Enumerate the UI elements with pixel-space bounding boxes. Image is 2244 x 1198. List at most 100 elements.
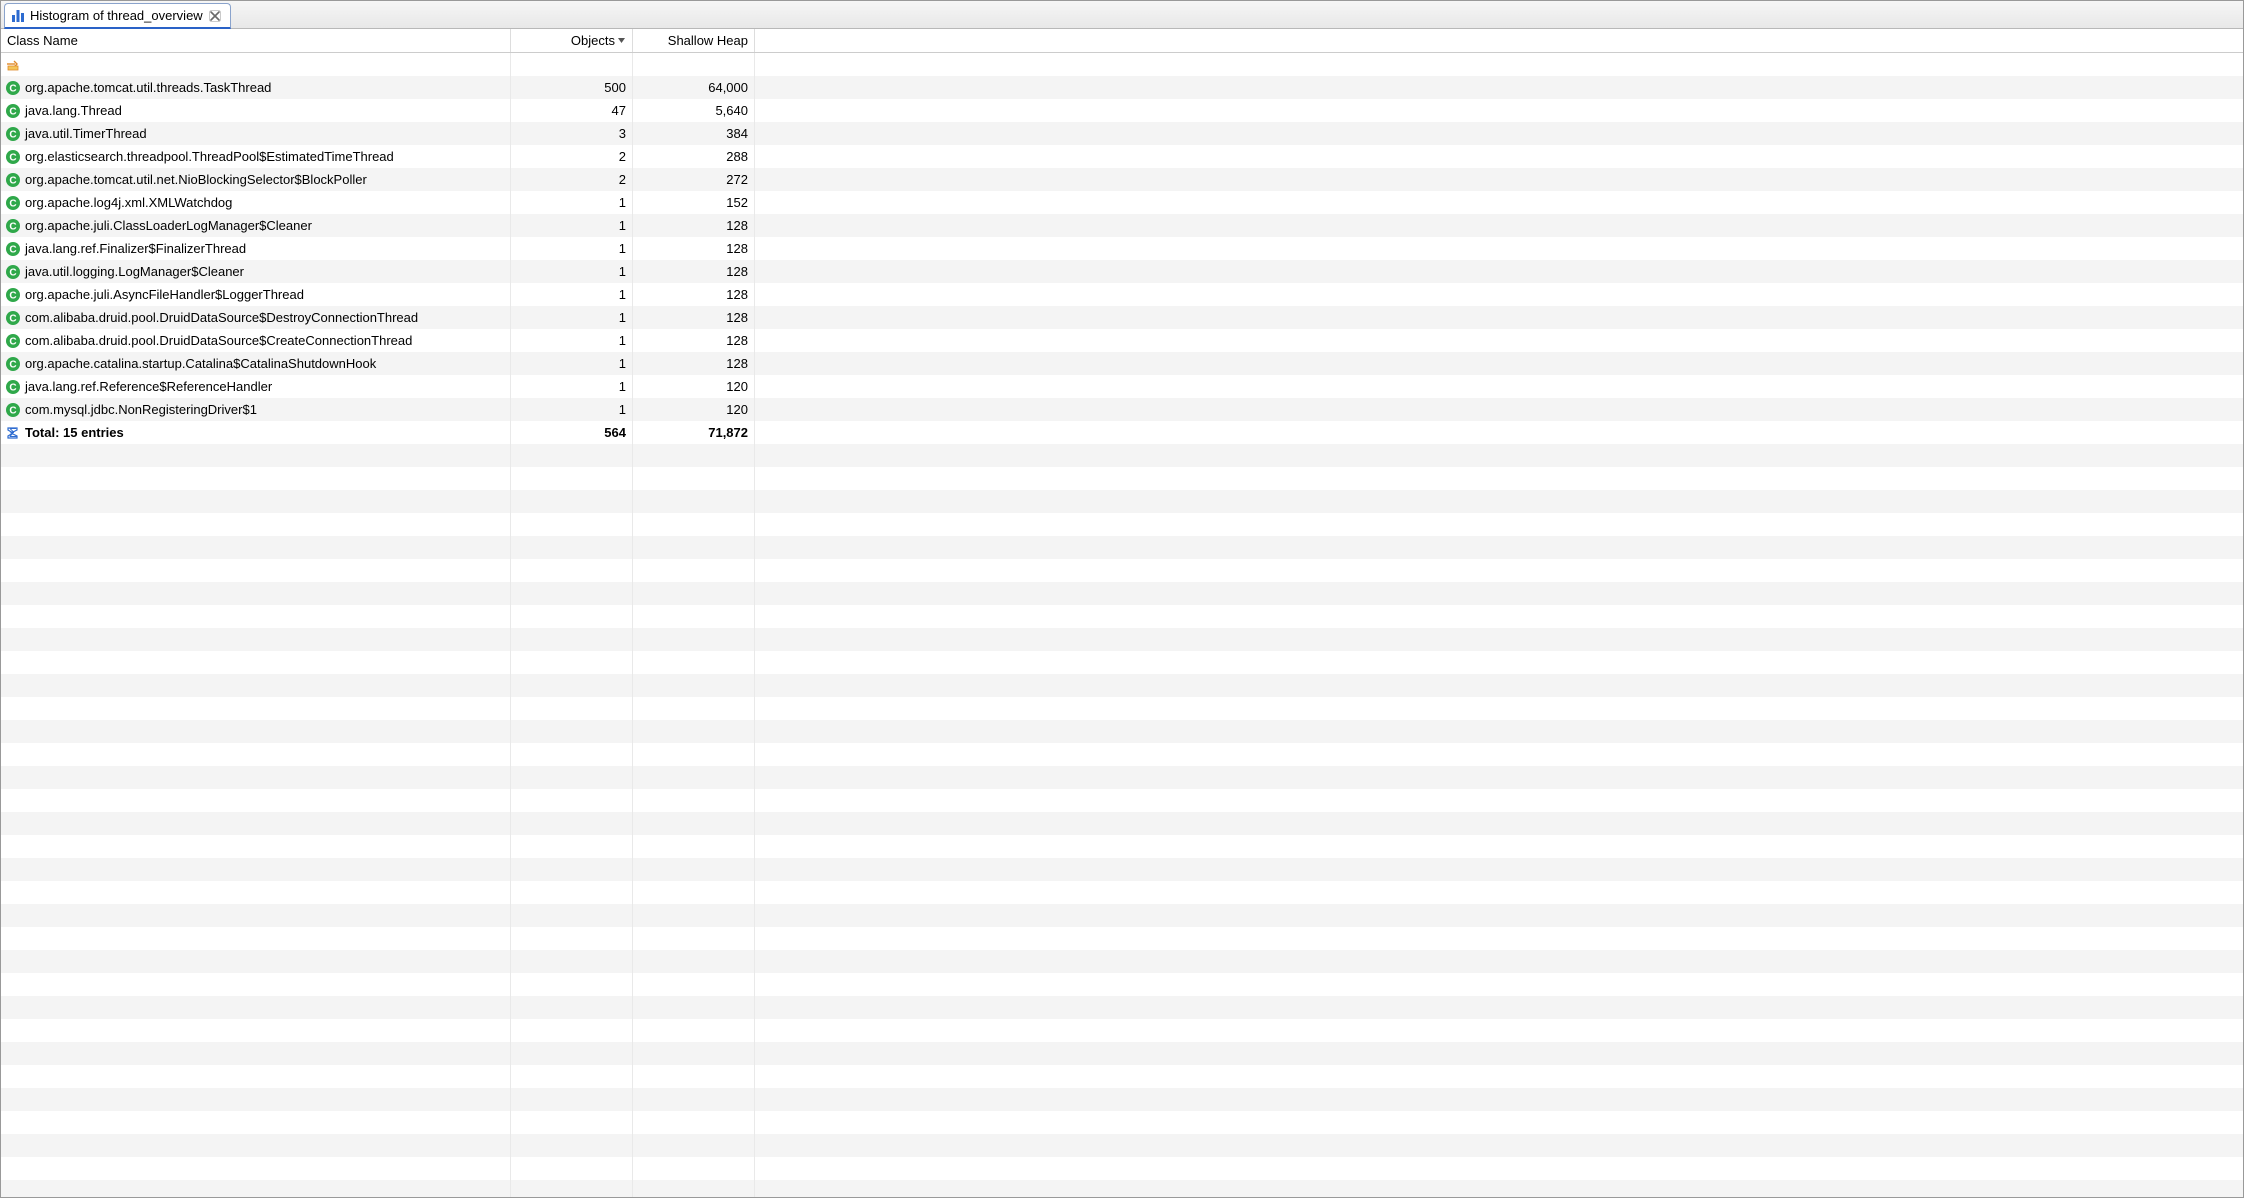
histogram-window: Histogram of thread_overview Class Name … [0,0,2244,1198]
empty-cell [755,1157,2243,1180]
column-header-class-name[interactable]: Class Name [1,29,511,52]
empty-cell [755,651,2243,674]
objects-cell: 1 [511,398,633,421]
table-row[interactable]: C org.apache.tomcat.util.net.NioBlocking… [1,168,2243,191]
empty-row [1,651,2243,674]
empty-cell [633,996,755,1019]
heap-cell: 152 [633,191,755,214]
class-icon: C [5,218,21,234]
objects-cell: 1 [511,375,633,398]
table-row[interactable]: C org.apache.juli.ClassLoaderLogManager$… [1,214,2243,237]
sigma-icon: Σ [5,425,21,441]
empty-cell [755,76,2243,99]
empty-cell [755,789,2243,812]
empty-cell [755,605,2243,628]
regex-filter-cell[interactable] [1,53,511,76]
svg-text:C: C [9,152,16,163]
column-label: Class Name [7,33,78,48]
empty-cell [511,1042,633,1065]
heap-cell: 128 [633,214,755,237]
total-row[interactable]: Σ Total: 15 entries 564 71,872 [1,421,2243,444]
tab-bar: Histogram of thread_overview [1,1,2243,29]
tab-close-button[interactable] [208,9,222,23]
table-row[interactable]: C java.lang.ref.Finalizer$FinalizerThrea… [1,237,2243,260]
class-icon: C [5,333,21,349]
empty-row [1,467,2243,490]
empty-cell [633,812,755,835]
empty-cell [1,674,511,697]
empty-cell [633,536,755,559]
empty-cell [633,973,755,996]
svg-text:C: C [9,175,16,186]
column-header-shallow-heap[interactable]: Shallow Heap [633,29,755,52]
table-row[interactable]: C org.apache.tomcat.util.threads.TaskThr… [1,76,2243,99]
empty-cell [755,559,2243,582]
heap-cell: 120 [633,375,755,398]
empty-row [1,927,2243,950]
table-row[interactable]: C org.apache.log4j.xml.XMLWatchdog 1 152 [1,191,2243,214]
class-name-cell: C org.apache.juli.ClassLoaderLogManager$… [1,214,511,237]
svg-text:Σ: Σ [9,425,17,440]
empty-cell [511,1157,633,1180]
empty-cell [633,1111,755,1134]
class-name-text: java.lang.Thread [25,103,122,118]
objects-filter-cell[interactable] [511,53,633,76]
empty-row [1,490,2243,513]
heap-filter-cell[interactable] [633,53,755,76]
table-row[interactable]: C org.apache.juli.AsyncFileHandler$Logge… [1,283,2243,306]
table-row[interactable]: C com.alibaba.druid.pool.DruidDataSource… [1,306,2243,329]
empty-cell [1,651,511,674]
empty-cell [755,513,2243,536]
column-header-objects[interactable]: Objects [511,29,633,52]
svg-text:C: C [9,244,16,255]
svg-text:C: C [9,129,16,140]
empty-cell [1,743,511,766]
empty-cell [755,927,2243,950]
empty-row [1,444,2243,467]
empty-cell [755,122,2243,145]
empty-cell [511,467,633,490]
empty-cell [755,835,2243,858]
heap-cell: 128 [633,352,755,375]
tab-histogram[interactable]: Histogram of thread_overview [4,3,231,29]
class-icon: C [5,126,21,142]
objects-cell: 1 [511,191,633,214]
empty-cell [633,674,755,697]
empty-row [1,605,2243,628]
empty-row [1,1134,2243,1157]
heap-cell: 128 [633,283,755,306]
class-name-text: com.mysql.jdbc.NonRegisteringDriver$1 [25,402,257,417]
table-row[interactable]: C java.lang.Thread 47 5,640 [1,99,2243,122]
empty-cell [1,605,511,628]
tab-title: Histogram of thread_overview [30,8,203,23]
table-row[interactable]: C org.elasticsearch.threadpool.ThreadPoo… [1,145,2243,168]
total-objects: 564 [511,421,633,444]
empty-cell [755,191,2243,214]
regex-filter-icon [5,57,21,73]
class-name-cell: C com.mysql.jdbc.NonRegisteringDriver$1 [1,398,511,421]
empty-cell [633,559,755,582]
empty-cell [755,237,2243,260]
empty-cell [511,927,633,950]
empty-cell [755,582,2243,605]
empty-cell [633,582,755,605]
empty-cell [755,858,2243,881]
heap-cell: 64,000 [633,76,755,99]
table-row[interactable]: C java.lang.ref.Reference$ReferenceHandl… [1,375,2243,398]
empty-cell [511,766,633,789]
empty-cell [755,168,2243,191]
table-row[interactable]: C org.apache.catalina.startup.Catalina$C… [1,352,2243,375]
empty-row [1,1088,2243,1111]
table-row[interactable]: C java.util.logging.LogManager$Cleaner 1… [1,260,2243,283]
empty-cell [755,996,2243,1019]
empty-cell [755,973,2243,996]
table-row[interactable]: C java.util.TimerThread 3 384 [1,122,2243,145]
empty-cell [633,858,755,881]
empty-cell [1,858,511,881]
empty-cell [633,743,755,766]
table-row[interactable]: C com.mysql.jdbc.NonRegisteringDriver$1 … [1,398,2243,421]
empty-cell [511,812,633,835]
empty-row [1,559,2243,582]
table-row[interactable]: C com.alibaba.druid.pool.DruidDataSource… [1,329,2243,352]
empty-cell [755,329,2243,352]
